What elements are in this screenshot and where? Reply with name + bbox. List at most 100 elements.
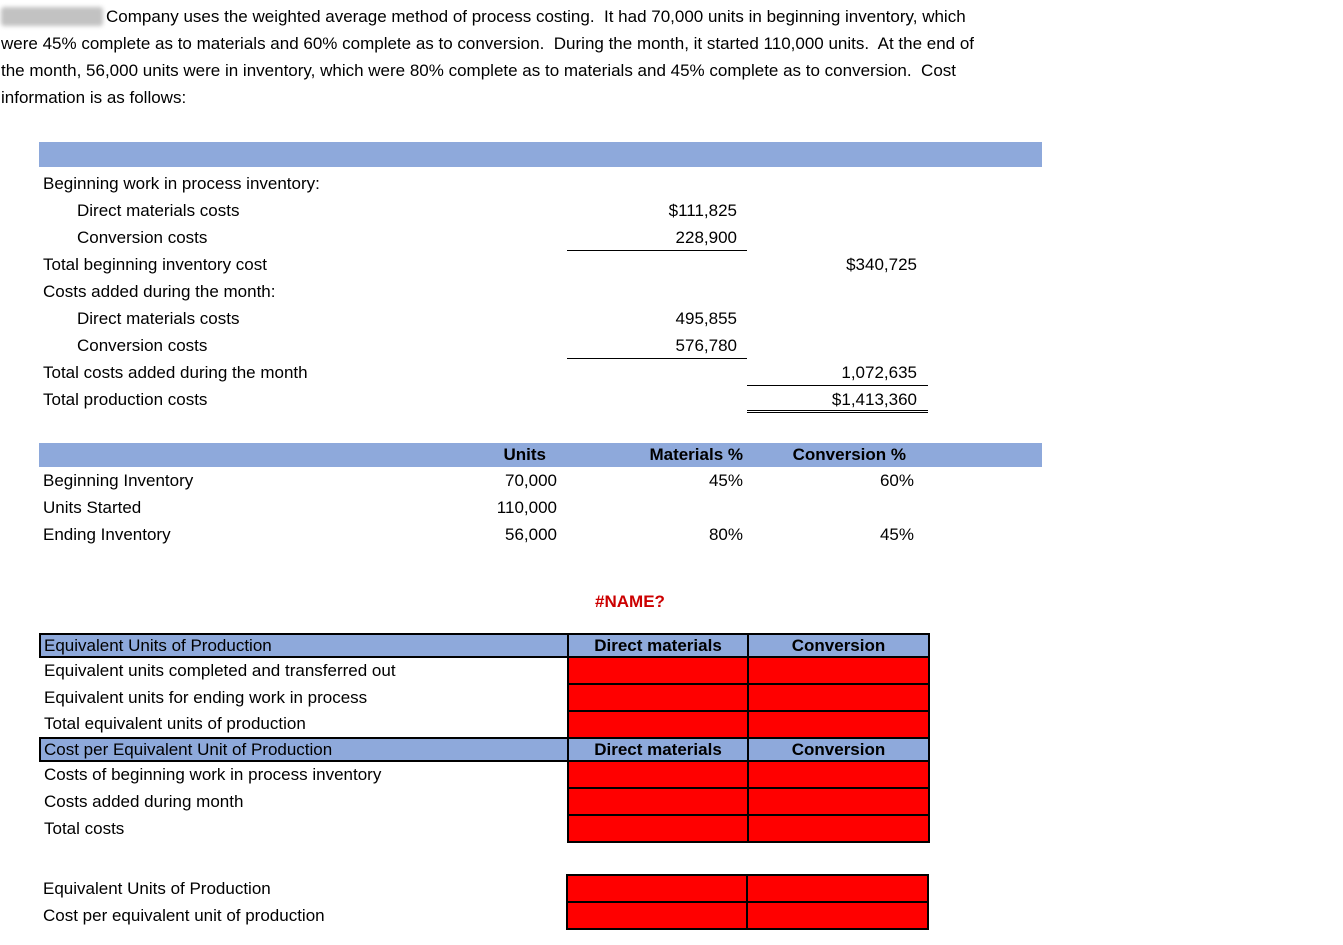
input-cell-direct-materials[interactable] [566, 874, 748, 903]
total-cell: 1,072,635 [747, 359, 928, 386]
units-value: 70,000 [505, 471, 557, 490]
cost-per-unit-title: Cost per Equivalent Unit of Production [39, 737, 569, 762]
cost-per-unit-header-row: Cost per Equivalent Unit of Production D… [39, 737, 930, 762]
row-label: Total costs [44, 818, 125, 838]
row-label: Cost per equivalent unit of production [43, 905, 325, 925]
total-cell [747, 170, 928, 197]
units-table: Units Materials % Conversion % Beginning… [39, 443, 1042, 548]
units-row-ending-inventory: Ending Inventory 56,000 80% 45% [39, 521, 1042, 548]
cost-information-section: Beginning work in process inventory: Dir… [39, 170, 928, 413]
input-cell-direct-materials[interactable] [567, 814, 749, 843]
input-cell-conversion[interactable] [746, 901, 929, 930]
amount-cell [567, 170, 747, 197]
input-cell-conversion[interactable] [747, 814, 930, 843]
conversion-pct-value: 60% [879, 471, 914, 490]
amount-cell: $111,825 [668, 201, 737, 220]
cost-row: Total beginning inventory cost $340,725 [39, 251, 928, 278]
input-cell-direct-materials[interactable] [567, 683, 749, 712]
input-cell-direct-materials[interactable] [566, 901, 748, 930]
cost-row: Beginning work in process inventory: [39, 170, 928, 197]
problem-statement-line-1: Company uses the weighted average method… [1, 3, 974, 30]
cost-row: Costs added during the month: [39, 278, 928, 305]
cost-label: Conversion costs [77, 228, 208, 247]
cost-label: Direct materials costs [77, 201, 240, 220]
equivalent-units-header-row: Equivalent Units of Production Direct ma… [39, 633, 930, 658]
row-label: Beginning Inventory [43, 471, 194, 490]
cost-label: Total beginning inventory cost [43, 255, 267, 274]
materials-pct-value [559, 494, 747, 521]
input-cell-conversion[interactable] [747, 656, 930, 685]
cost-row: Conversion costs 576,780 [39, 332, 928, 359]
row-label: Total equivalent units of production [44, 714, 306, 733]
input-cell-conversion[interactable] [747, 787, 930, 816]
formula-error-cell[interactable]: #NAME? [595, 592, 665, 611]
total-cell [747, 224, 928, 251]
amount-cell [567, 251, 747, 278]
summary-row-cost-per-unit: Cost per equivalent unit of production [39, 901, 929, 930]
cost-label: Total costs added during the month [43, 363, 308, 382]
materials-column-header: Materials % [649, 445, 743, 464]
problem-statement-line-3: the month, 56,000 units were in inventor… [1, 61, 957, 80]
amount-cell [567, 359, 747, 386]
cost-row: Total production costs $1,413,360 [39, 386, 928, 413]
amount-cell: 576,780 [567, 332, 747, 359]
units-header-spacer [39, 443, 429, 467]
cost-row: Total costs added during the month 1,072… [39, 359, 928, 386]
total-cell [747, 332, 928, 359]
problem-statement-line-2: were 45% complete as to materials and 60… [1, 34, 975, 53]
input-cell-conversion[interactable] [747, 760, 930, 789]
direct-materials-column-header: Direct materials [567, 737, 749, 762]
cost-row: Direct materials costs 495,855 [39, 305, 928, 332]
total-cell [747, 197, 928, 224]
problem-statement: Company uses the weighted average method… [1, 3, 974, 111]
total-cell: $1,413,360 [747, 386, 928, 413]
input-cell-direct-materials[interactable] [567, 710, 749, 739]
materials-pct-value: 45% [708, 471, 743, 490]
summary-section: Equivalent Units of Production Cost per … [39, 874, 929, 930]
row-label: Units Started [43, 498, 142, 517]
table-row: Costs added during month [40, 787, 930, 816]
cost-row: Conversion costs 228,900 [39, 224, 928, 251]
table-row: Equivalent units completed and transferr… [40, 656, 930, 685]
materials-pct-value: 80% [708, 525, 743, 544]
header-filler [928, 443, 1042, 467]
direct-materials-column-header: Direct materials [567, 633, 749, 658]
row-label: Costs of beginning work in process inven… [44, 765, 382, 784]
conversion-pct-value: 45% [879, 525, 914, 544]
conversion-column-header: Conversion % [792, 445, 906, 464]
total-cell: $340,725 [846, 255, 917, 274]
cost-label: Conversion costs [77, 336, 208, 355]
amount-cell [567, 278, 747, 305]
units-column-header: Units [503, 445, 547, 464]
conversion-column-header: Conversion [747, 633, 930, 658]
redacted-company-name [1, 7, 103, 26]
units-table-header-row: Units Materials % Conversion % [39, 443, 1042, 467]
total-cell [747, 278, 928, 305]
cost-label: Total production costs [43, 390, 208, 409]
conversion-pct-value [747, 494, 928, 521]
amount-cell: 495,855 [675, 309, 737, 328]
cost-label: Costs added during the month: [43, 282, 276, 301]
table-row: Equivalent units for ending work in proc… [40, 683, 930, 712]
cost-label: Beginning work in process inventory: [43, 174, 320, 193]
units-value: 110,000 [496, 498, 557, 517]
row-label: Ending Inventory [43, 525, 171, 544]
equivalent-units-section: Equivalent Units of Production Direct ma… [39, 633, 930, 843]
input-cell-direct-materials[interactable] [567, 656, 749, 685]
cost-info-header-bar [39, 142, 1042, 167]
summary-row-equivalent-units: Equivalent Units of Production [39, 874, 929, 903]
input-cell-conversion[interactable] [747, 710, 930, 739]
input-cell-conversion[interactable] [746, 874, 929, 903]
conversion-column-header: Conversion [747, 737, 930, 762]
table-row: Costs of beginning work in process inven… [40, 760, 930, 789]
input-cell-direct-materials[interactable] [567, 760, 749, 789]
units-row-beginning-inventory: Beginning Inventory 70,000 45% 60% [39, 467, 1042, 494]
input-cell-direct-materials[interactable] [567, 787, 749, 816]
amount-cell: 228,900 [567, 224, 747, 251]
problem-statement-line-4: information is as follows: [1, 88, 187, 107]
input-cell-conversion[interactable] [747, 683, 930, 712]
table-row: Total equivalent units of production [40, 710, 930, 739]
cost-row: Direct materials costs $111,825 [39, 197, 928, 224]
amount-cell [567, 386, 747, 413]
table-row: Total costs [40, 814, 930, 843]
